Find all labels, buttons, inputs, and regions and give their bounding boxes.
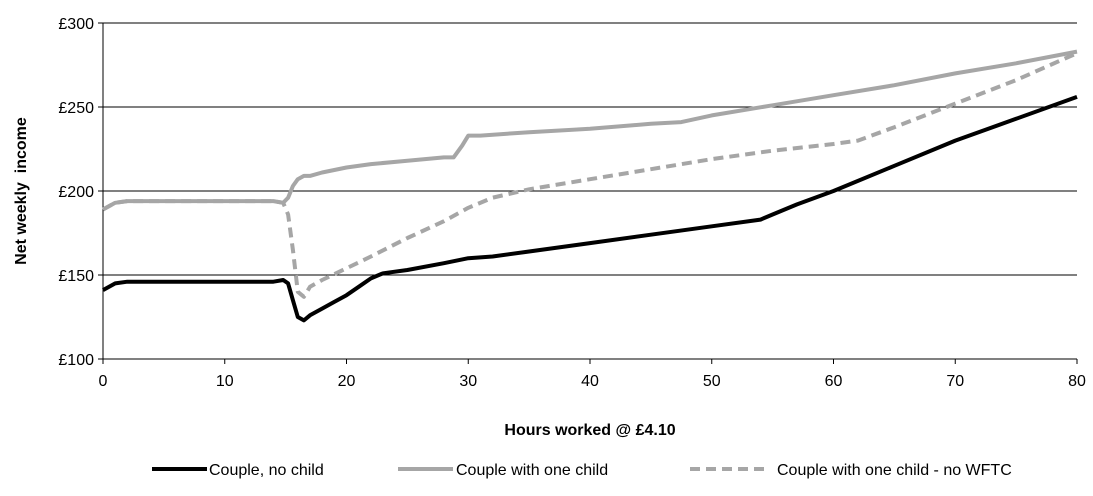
x-tick-label: 0 bbox=[99, 373, 108, 390]
gridlines bbox=[103, 22, 1077, 276]
y-axis-ticks: £100 £150 £200 £250 £300 bbox=[58, 16, 103, 369]
y-axis-title: Net weekly income bbox=[13, 117, 30, 265]
legend-label-1: Couple, no child bbox=[209, 462, 324, 479]
series-line-3 bbox=[102, 51, 1078, 299]
series-line-1 bbox=[102, 95, 1078, 323]
y-tick-label: £250 bbox=[58, 100, 94, 117]
x-tick-label: 50 bbox=[703, 373, 721, 390]
x-axis-title: Hours worked @ £4.10 bbox=[504, 422, 675, 439]
series-lines bbox=[102, 49, 1078, 323]
x-tick-label: 20 bbox=[338, 373, 356, 390]
y-tick-label: £200 bbox=[58, 184, 94, 201]
x-tick-label: 70 bbox=[946, 373, 964, 390]
x-tick-label: 60 bbox=[825, 373, 843, 390]
y-tick-label: £100 bbox=[58, 352, 94, 369]
y-tick-label: £150 bbox=[58, 268, 94, 285]
series-line-2 bbox=[102, 49, 1078, 212]
legend-label-2: Couple with one child bbox=[456, 462, 608, 479]
x-tick-label: 30 bbox=[459, 373, 477, 390]
legend: Couple, no child Couple with one child Cou… bbox=[152, 462, 1012, 479]
legend-label-3: Couple with one child - no WFTC bbox=[777, 462, 1012, 479]
y-tick-label: £300 bbox=[58, 16, 94, 33]
x-tick-label: 10 bbox=[216, 373, 234, 390]
x-tick-label: 80 bbox=[1068, 373, 1086, 390]
x-axis-ticks: 0 10 20 30 40 50 60 70 80 bbox=[99, 359, 1086, 390]
x-tick-label: 40 bbox=[581, 373, 599, 390]
